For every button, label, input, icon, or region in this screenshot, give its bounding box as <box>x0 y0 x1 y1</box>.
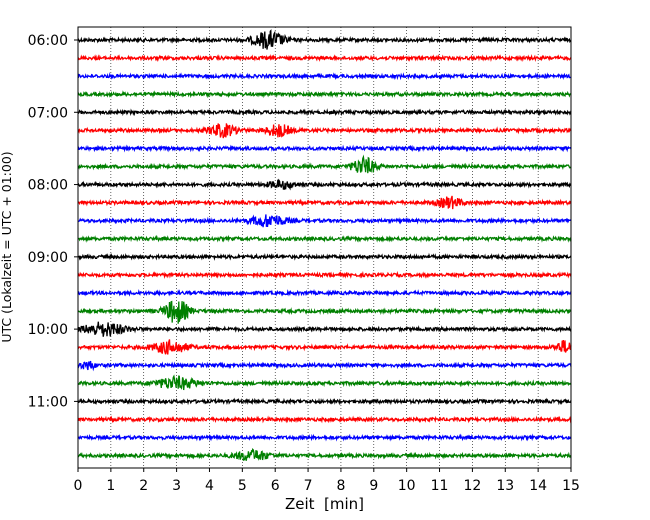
trace-line-1100 <box>77 397 572 406</box>
x-tick-label: 5 <box>238 478 247 494</box>
trace-line-0915 <box>77 270 572 280</box>
trace-line-0730 <box>77 144 572 153</box>
plot-area <box>78 27 571 468</box>
x-tick-label: 2 <box>139 478 148 494</box>
x-axis-label: Zeit [min] <box>285 495 364 513</box>
trace-line-0745 <box>77 154 572 174</box>
x-tick-label: 9 <box>369 478 378 494</box>
trace-line-0900 <box>77 252 572 261</box>
x-tick-label: 12 <box>463 478 481 494</box>
y-tick-label: 09:00 <box>28 250 68 266</box>
x-axis-ticks: 0 1 2 3 4 5 6 7 8 9 10 11 12 13 14 15 <box>74 468 580 494</box>
trace-line-1000 <box>77 321 572 337</box>
trace-line-1015 <box>77 339 572 355</box>
x-tick-label: 3 <box>172 478 181 494</box>
x-tick-label: 7 <box>304 478 313 494</box>
trace-line-0800 <box>77 178 572 191</box>
trace-line-0600 <box>77 29 572 50</box>
trace-line-1115 <box>77 415 572 424</box>
trace-line-1145 <box>77 448 572 461</box>
y-tick-label: 10:00 <box>28 322 68 338</box>
x-tick-label: 0 <box>74 478 83 494</box>
trace-line-0645 <box>77 90 572 99</box>
x-tick-label: 1 <box>106 478 115 494</box>
x-tick-label: 15 <box>562 478 580 494</box>
x-tick-label: 13 <box>496 478 514 494</box>
y-axis-ticks: 06:00 07:00 08:00 09:00 10:00 11:00 <box>28 33 78 410</box>
x-tick-label: 11 <box>431 478 449 494</box>
y-tick-label: 08:00 <box>28 178 68 194</box>
trace-line-1045 <box>77 374 572 391</box>
trace-line-1030 <box>77 360 572 372</box>
plot-frame <box>77 26 572 469</box>
trace-line-0715 <box>77 123 572 139</box>
y-tick-label: 11:00 <box>28 394 68 410</box>
trace-line-0815 <box>77 195 572 210</box>
x-tick-label: 14 <box>529 478 547 494</box>
trace-line-0945 <box>77 300 572 324</box>
y-tick-label: 06:00 <box>28 33 68 49</box>
trace-line-0630 <box>77 72 572 81</box>
trace-line-0700 <box>77 108 572 117</box>
trace-line-1130 <box>77 433 572 442</box>
x-tick-label: 6 <box>271 478 280 494</box>
y-axis-label: UTC (Lokalzeit = UTC + 01:00) <box>0 151 14 342</box>
trace-line-0615 <box>77 54 572 63</box>
y-tick-label: 07:00 <box>28 105 68 121</box>
x-tick-label: 8 <box>336 478 345 494</box>
trace-line-0930 <box>77 288 572 297</box>
x-tick-label: 10 <box>398 478 416 494</box>
trace-line-0845 <box>77 234 572 243</box>
trace-line-0830 <box>77 214 572 228</box>
x-tick-label: 4 <box>205 478 214 494</box>
seismic-traces <box>77 29 572 461</box>
